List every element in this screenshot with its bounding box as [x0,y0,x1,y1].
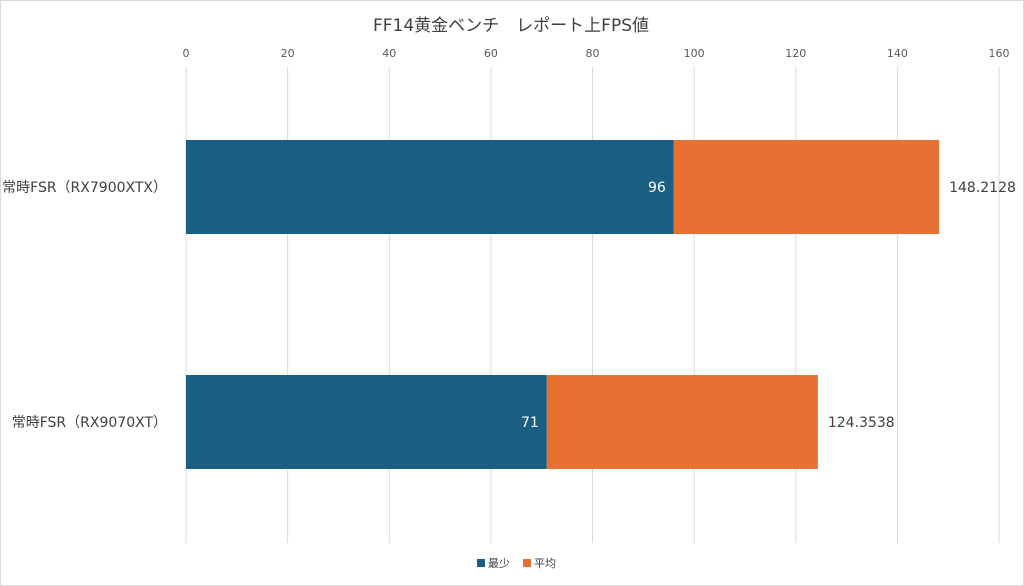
gridlines [185,67,1000,543]
data-label-min: 71 [521,415,539,431]
category-labels: 常時FSR（RX7900XTX） 常時FSR（RX9070XT） [2,180,167,431]
bar-min [186,140,674,234]
axis-tick-label: 0 [183,47,190,60]
bars [186,140,940,469]
chart-title: FF14黄金ベンチ レポート上FPS値 [373,16,649,36]
axis-tick-label: 100 [684,47,705,60]
category-label: 常時FSR（RX7900XTX） [2,180,167,196]
axis-tick-labels: 0 20 40 60 80 100 120 140 160 [183,47,1010,60]
axis-tick-label: 160 [989,47,1010,60]
category-label: 常時FSR（RX9070XT） [12,415,167,431]
legend-swatch [477,559,485,567]
legend-label: 最少 [488,557,510,570]
axis-tick-label: 40 [382,47,396,60]
data-label-avg: 124.3538 [828,415,895,431]
bar-min [186,375,547,469]
axis-tick-label: 20 [281,47,295,60]
axis-tick-label: 60 [484,47,498,60]
axis-tick-label: 140 [887,47,908,60]
bar-avg [673,140,940,234]
data-label-avg: 148.2128 [949,180,1016,196]
bar-avg [546,375,818,469]
axis-tick-label: 80 [586,47,600,60]
axis-tick-label: 120 [785,47,806,60]
legend-swatch [523,559,531,567]
data-labels: 96 71 148.2128 124.3538 [521,180,1016,431]
data-label-min: 96 [648,180,666,196]
legend: 最少 平均 [477,557,556,570]
legend-label: 平均 [534,557,556,570]
